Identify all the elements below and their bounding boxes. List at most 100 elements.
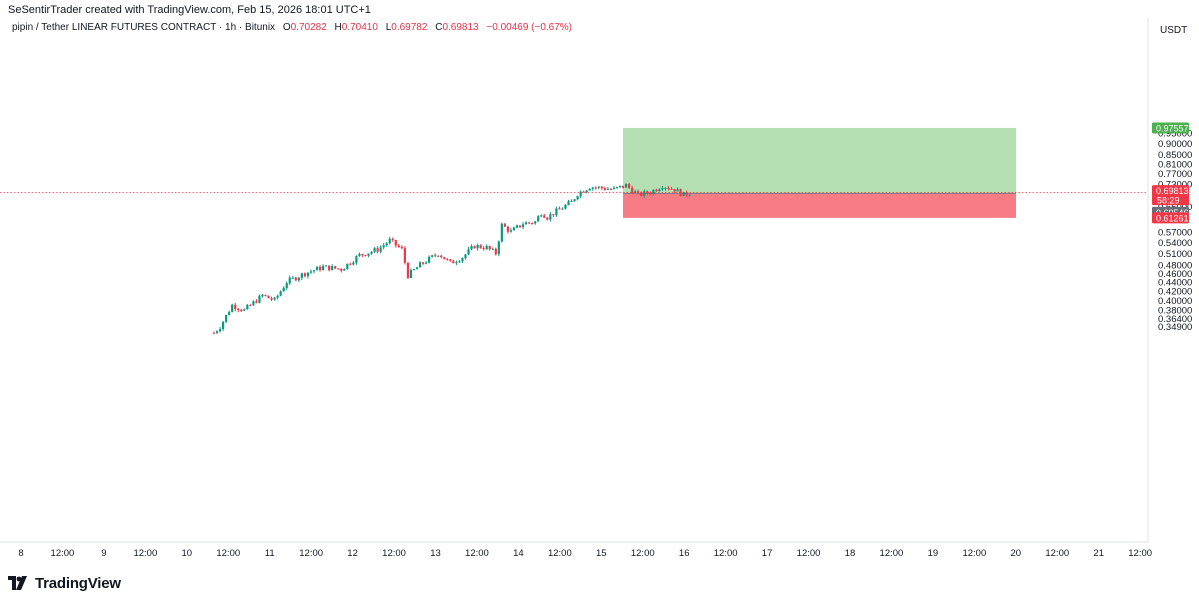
candle bbox=[373, 246, 376, 253]
candle bbox=[543, 213, 546, 218]
candles bbox=[212, 183, 691, 335]
symbol-legend: pipin / Tether LINEAR FUTURES CONTRACT ·… bbox=[12, 22, 572, 33]
candle bbox=[367, 253, 370, 258]
candle bbox=[255, 299, 258, 304]
price-tick-label: 0.44000 bbox=[1158, 277, 1192, 288]
candle bbox=[679, 188, 682, 197]
candle bbox=[221, 321, 225, 331]
candle bbox=[318, 265, 322, 272]
time-tick-label: 12 bbox=[347, 548, 358, 559]
stop-loss-zone[interactable] bbox=[623, 193, 1016, 218]
candle bbox=[670, 186, 673, 190]
candle bbox=[400, 245, 403, 250]
candle bbox=[334, 266, 337, 270]
low-label: L bbox=[385, 22, 392, 33]
candle bbox=[361, 253, 364, 258]
candle bbox=[376, 246, 379, 254]
candle bbox=[506, 225, 510, 234]
candle bbox=[267, 295, 270, 299]
candle bbox=[461, 257, 464, 264]
candle bbox=[418, 261, 422, 268]
candle bbox=[655, 188, 658, 192]
candle bbox=[588, 188, 591, 191]
candle bbox=[637, 189, 640, 195]
candle bbox=[652, 189, 655, 196]
price-tag-countdown: 58:29 bbox=[1157, 196, 1180, 206]
candle bbox=[279, 290, 282, 297]
time-tick-label: 13 bbox=[430, 548, 441, 559]
profit-zone[interactable] bbox=[623, 127, 1016, 194]
candle bbox=[579, 190, 582, 199]
time-axis[interactable]: 8 12:00 9 12:00 10 12:00 11 12:00 12 12:00 13 12:00… bbox=[18, 548, 1152, 559]
candle bbox=[252, 300, 255, 306]
candle bbox=[582, 190, 585, 193]
candle bbox=[673, 188, 676, 194]
time-tick-label: 9 bbox=[101, 548, 106, 559]
candle bbox=[425, 260, 428, 265]
time-tick-label: 12:00 bbox=[382, 548, 406, 559]
candle bbox=[555, 206, 558, 217]
candle bbox=[428, 255, 431, 264]
time-tick-label: 12:00 bbox=[962, 548, 986, 559]
candle bbox=[634, 189, 637, 194]
tradingview-brand[interactable]: TradingView bbox=[8, 572, 121, 594]
candle bbox=[470, 244, 473, 251]
candle bbox=[315, 266, 319, 271]
candle bbox=[485, 244, 488, 250]
time-tick-label: 12:00 bbox=[631, 548, 655, 559]
candle bbox=[349, 262, 352, 266]
candle bbox=[512, 226, 516, 231]
price-axis[interactable]: 0.950000.900000.850000.810000.770000.730… bbox=[1158, 129, 1192, 334]
price-tick-label: 0.77000 bbox=[1158, 169, 1192, 180]
long-position-tool[interactable] bbox=[623, 127, 1016, 218]
price-tick-label: 0.81000 bbox=[1158, 159, 1192, 170]
price-tick-label: 0.42000 bbox=[1158, 286, 1192, 297]
candle bbox=[303, 272, 306, 278]
price-tick-label: 0.46000 bbox=[1158, 269, 1192, 280]
candle bbox=[331, 264, 334, 271]
candle bbox=[343, 268, 346, 271]
candle bbox=[385, 242, 388, 247]
candle bbox=[379, 245, 382, 254]
candle bbox=[306, 272, 310, 279]
brand-name: TradingView bbox=[35, 574, 121, 592]
candle bbox=[212, 331, 216, 334]
candle bbox=[415, 266, 419, 270]
currency-label[interactable]: USDT bbox=[1160, 25, 1188, 36]
candle bbox=[294, 276, 297, 282]
candle bbox=[282, 286, 285, 292]
candle bbox=[409, 268, 413, 279]
candle bbox=[346, 263, 349, 270]
candle bbox=[291, 276, 294, 280]
candle bbox=[340, 268, 343, 273]
price-tick-label: 0.36400 bbox=[1158, 314, 1192, 325]
candle bbox=[437, 255, 440, 257]
candle bbox=[403, 246, 406, 265]
candle bbox=[285, 281, 288, 290]
candle bbox=[479, 244, 482, 249]
candle bbox=[446, 258, 449, 261]
candle bbox=[240, 308, 243, 313]
candle bbox=[558, 206, 561, 210]
candle bbox=[631, 185, 634, 194]
candle bbox=[549, 212, 552, 222]
price-tick-label: 0.34900 bbox=[1158, 322, 1192, 333]
candle bbox=[661, 185, 664, 191]
time-tick-label: 14 bbox=[513, 548, 524, 559]
candle bbox=[321, 264, 325, 271]
candle bbox=[421, 261, 425, 266]
candle bbox=[234, 302, 237, 312]
candle bbox=[382, 243, 385, 250]
candle bbox=[609, 187, 613, 190]
candle bbox=[552, 214, 555, 218]
candle bbox=[597, 185, 600, 190]
candle bbox=[388, 236, 391, 245]
candle bbox=[612, 186, 616, 190]
candle bbox=[358, 252, 361, 257]
candle bbox=[355, 255, 358, 265]
candle bbox=[518, 225, 522, 228]
candle bbox=[273, 296, 276, 301]
candle bbox=[649, 191, 652, 196]
candle bbox=[225, 314, 228, 323]
